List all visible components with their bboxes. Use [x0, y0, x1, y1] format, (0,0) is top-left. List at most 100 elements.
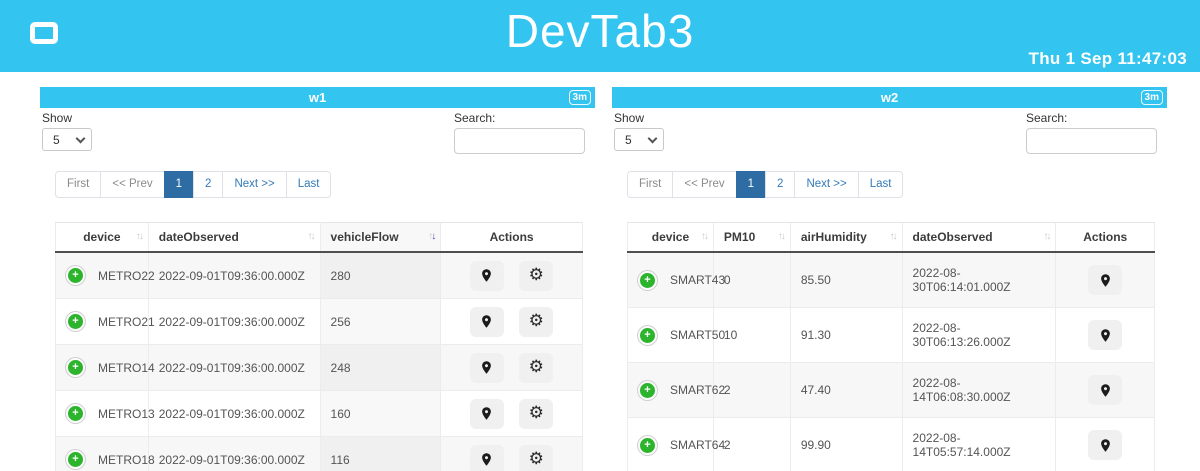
page-first-button[interactable]: First — [55, 171, 102, 198]
search-label: Search: — [1026, 111, 1068, 125]
dateObserved-cell: 2022-08-30T06:14:01.000Z — [901, 251, 1057, 308]
pm10-cell: 2 — [712, 362, 791, 418]
gear-icon: ⚙ — [528, 357, 544, 377]
vehicleFlow-cell: 256 — [319, 298, 442, 345]
page-next-button[interactable]: Next >> — [222, 171, 287, 198]
expand-row-button[interactable]: + — [638, 270, 657, 290]
search-label: Search: — [454, 111, 496, 125]
table-header-row: device ↑↓ dateObserved ↑↓ vehicleFlow ↑↓ — [55, 222, 583, 253]
table-row: + SMART64 2 99.90 2022-08-14T05:57:14.00… — [627, 417, 1155, 471]
sort-icon: ↑↓ — [135, 231, 144, 242]
location-pin-icon — [482, 453, 492, 466]
map-pin-button[interactable] — [1088, 320, 1123, 350]
app-title: DevTab3 — [505, 5, 695, 57]
settings-button[interactable]: ⚙ — [519, 352, 554, 383]
location-pin-icon — [1100, 273, 1110, 287]
location-pin-icon — [482, 315, 492, 328]
column-header-dateObserved[interactable]: dateObserved ↑↓ — [901, 222, 1057, 253]
column-header-dateObserved[interactable]: dateObserved ↑↓ — [147, 222, 321, 253]
page-1-button[interactable]: 1 — [735, 171, 767, 198]
settings-button[interactable]: ⚙ — [519, 444, 554, 471]
page-2-button[interactable]: 2 — [765, 171, 796, 198]
gear-icon: ⚙ — [528, 449, 544, 469]
location-pin-icon — [482, 407, 492, 420]
airHumidity-cell: 85.50 — [789, 251, 903, 308]
map-pin-button[interactable] — [469, 260, 504, 291]
vehicleFlow-cell: 116 — [319, 436, 442, 471]
show-entries: Show 5 — [42, 111, 92, 154]
expand-row-button[interactable]: + — [66, 312, 85, 331]
gear-icon: ⚙ — [528, 265, 544, 285]
pagination: First << Prev 1 2 Next >> Last — [627, 171, 904, 198]
device-cell: METRO14 — [98, 360, 155, 375]
airHumidity-cell: 47.40 — [789, 362, 903, 418]
location-pin-icon — [1100, 328, 1110, 342]
table-row: + METRO13 2022-09-01T09:36:00.000Z 160 ⚙ — [55, 390, 583, 437]
data-table: device ↑↓ PM10 ↑↓ airHumidity ↑↓ dateO — [627, 222, 1155, 471]
widget-w2-titlebar: w2 3m — [612, 87, 1167, 108]
table-row: + METRO22 2022-09-01T09:36:00.000Z 280 ⚙ — [55, 251, 583, 299]
app-header: DevTab3 Thu 1 Sep 11:47:03 — [0, 0, 1200, 72]
settings-button[interactable]: ⚙ — [519, 260, 554, 291]
page-last-button[interactable]: Last — [285, 171, 332, 198]
page-1-button[interactable]: 1 — [163, 171, 195, 198]
pm10-cell: 2 — [712, 417, 791, 471]
settings-button[interactable]: ⚙ — [519, 306, 554, 337]
search-box: Search: — [1026, 111, 1157, 154]
map-pin-button[interactable] — [469, 444, 504, 471]
search-input[interactable] — [1026, 128, 1157, 154]
widget-title: w1 — [308, 90, 327, 105]
widget-w2: w2 3m Show 5 Search: First << Prev 1 — [612, 87, 1167, 471]
expand-row-button[interactable]: + — [66, 404, 85, 423]
device-cell: SMART50 — [670, 328, 726, 342]
table-row: + METRO18 2022-09-01T09:36:00.000Z 116 ⚙ — [55, 436, 583, 471]
settings-button[interactable]: ⚙ — [519, 398, 554, 429]
column-header-pm10[interactable]: PM10 ↑↓ — [712, 222, 791, 253]
page-first-button[interactable]: First — [627, 171, 674, 198]
page-last-button[interactable]: Last — [857, 171, 904, 198]
map-pin-button[interactable] — [1088, 265, 1123, 295]
dateObserved-cell: 2022-09-01T09:36:00.000Z — [147, 251, 321, 299]
map-pin-button[interactable] — [1088, 375, 1123, 405]
widget-w1: w1 3m Show 5 Search: First << Prev 1 — [40, 87, 595, 471]
location-pin-icon — [1100, 383, 1110, 397]
refresh-interval-badge: 3m — [1140, 90, 1163, 105]
map-pin-button[interactable] — [469, 398, 504, 429]
column-header-airHumidity[interactable]: airHumidity ↑↓ — [789, 222, 903, 253]
map-pin-button[interactable] — [1088, 430, 1123, 460]
widget-title: w2 — [880, 90, 899, 105]
expand-row-button[interactable]: + — [638, 380, 657, 400]
page-size-select[interactable]: 5 — [614, 128, 664, 151]
table-row: + METRO21 2022-09-01T09:36:00.000Z 256 ⚙ — [55, 298, 583, 345]
expand-row-button[interactable]: + — [66, 450, 85, 469]
expand-row-button[interactable]: + — [638, 325, 657, 345]
column-header-device[interactable]: device ↑↓ — [55, 222, 149, 253]
device-cell: METRO22 — [98, 268, 155, 283]
column-header-vehicleFlow[interactable]: vehicleFlow ↑↓ — [319, 222, 442, 253]
table-row: + METRO14 2022-09-01T09:36:00.000Z 248 ⚙ — [55, 344, 583, 391]
dateObserved-cell: 2022-09-01T09:36:00.000Z — [147, 390, 321, 437]
page-2-button[interactable]: 2 — [193, 171, 224, 198]
sort-icon: ↑↓ — [889, 231, 898, 242]
location-pin-icon — [482, 361, 492, 374]
expand-row-button[interactable]: + — [66, 358, 85, 377]
page-prev-button[interactable]: << Prev — [672, 171, 737, 198]
map-pin-button[interactable] — [469, 352, 504, 383]
device-cell: METRO13 — [98, 406, 155, 421]
window-icon — [30, 22, 58, 44]
map-pin-button[interactable] — [469, 306, 504, 337]
gear-icon: ⚙ — [528, 311, 544, 331]
sort-desc-icon: ↑↓ — [428, 231, 436, 242]
page-size-select[interactable]: 5 — [42, 128, 92, 151]
device-cell: SMART64 — [670, 438, 726, 452]
page-next-button[interactable]: Next >> — [794, 171, 859, 198]
clock: Thu 1 Sep 11:47:03 — [1028, 49, 1187, 68]
search-input[interactable] — [454, 128, 585, 154]
page-prev-button[interactable]: << Prev — [100, 171, 165, 198]
gear-icon: ⚙ — [528, 403, 544, 423]
expand-row-button[interactable]: + — [638, 435, 657, 455]
column-header-device[interactable]: device ↑↓ — [627, 222, 714, 253]
expand-row-button[interactable]: + — [66, 266, 85, 285]
sort-icon: ↑↓ — [777, 231, 786, 242]
vehicleFlow-cell: 160 — [319, 390, 442, 437]
